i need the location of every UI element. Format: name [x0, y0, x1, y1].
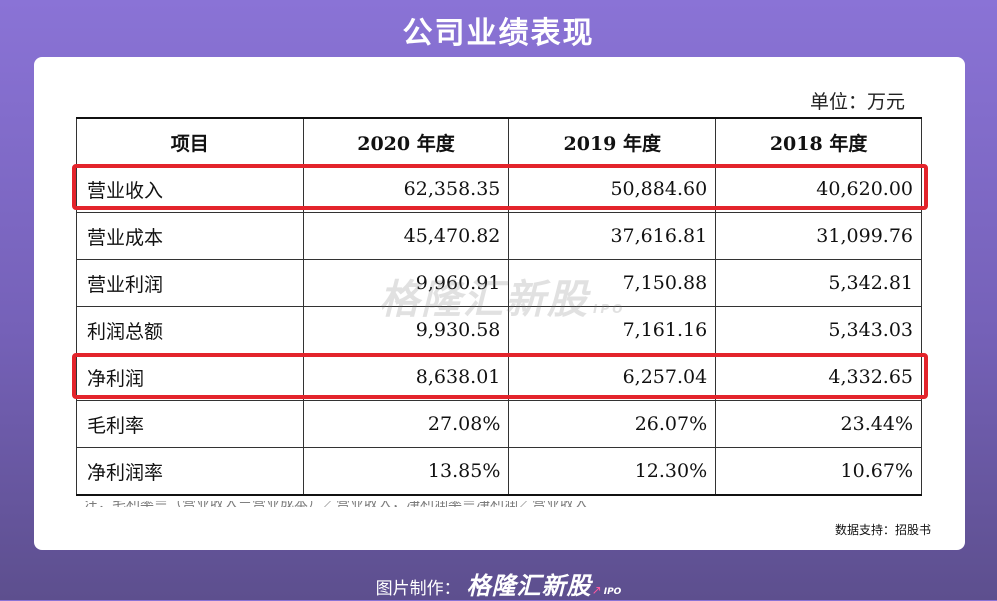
cell-value: 8,638.01: [302, 353, 510, 401]
footer-logo: 格隆汇新股: [466, 572, 592, 600]
table-row: 营业收入 62,358.35 50,884.60 40,620.00: [76, 165, 922, 213]
row-label: 营业成本: [76, 212, 304, 260]
truncated-note: 注：毛利率＝（营业收入－营业成本）／营业收入；净利润率＝净利润／营业收入: [84, 501, 784, 507]
header-2018: 2018 年度: [715, 117, 922, 166]
source-credit: 数据支持：招股书: [834, 523, 931, 537]
cell-value: 37,616.81: [508, 212, 717, 260]
footer-logo-sub: IPO: [603, 587, 622, 597]
row-label: 毛利率: [76, 400, 304, 448]
table-row: 毛利率 27.08% 26.07% 23.44%: [76, 400, 922, 448]
cell-value: 45,470.82: [302, 212, 510, 260]
table-header-row: 项目 2020 年度 2019 年度 2018 年度: [76, 117, 922, 166]
cell-value: 13.85%: [302, 447, 510, 496]
logo-arrow-icon: ↗: [591, 583, 602, 597]
row-label: 营业利润: [76, 259, 304, 307]
financial-table: 项目 2020 年度 2019 年度 2018 年度 营业收入 62,358.3…: [76, 117, 922, 496]
table-row: 营业利润 9,960.91 7,150.88 5,342.81: [76, 259, 922, 307]
row-label: 净利润: [76, 353, 304, 401]
row-label: 利润总额: [76, 306, 304, 354]
cell-value: 50,884.60: [508, 165, 717, 213]
footer-label: 图片制作：: [375, 579, 461, 599]
cell-value: 7,161.16: [508, 306, 717, 354]
cell-value: 4,332.65: [715, 353, 922, 401]
cell-value: 40,620.00: [715, 165, 922, 213]
table-row: 营业成本 45,470.82 37,616.81 31,099.76: [76, 212, 922, 260]
cell-value: 7,150.88: [508, 259, 717, 307]
header-item: 项目: [76, 117, 304, 166]
cell-value: 5,343.03: [715, 306, 922, 354]
page-title: 公司业绩表现: [402, 16, 595, 51]
unit-label: 单位：万元: [810, 91, 906, 113]
header-2020: 2020 年度: [302, 117, 510, 166]
cell-value: 26.07%: [508, 400, 717, 448]
cell-value: 10.67%: [715, 447, 922, 496]
row-label: 净利润率: [76, 447, 304, 496]
cell-value: 62,358.35: [302, 165, 510, 213]
cell-value: 12.30%: [508, 447, 717, 496]
cell-value: 23.44%: [715, 400, 922, 448]
row-label: 营业收入: [76, 165, 304, 213]
table-row: 净利润率 13.85% 12.30% 10.67%: [76, 447, 922, 496]
cell-value: 9,930.58: [302, 306, 510, 354]
footer-credit: 图片制作： 格隆汇新股↗ IPO: [0, 566, 997, 601]
content-card: 单位：万元 项目 2020 年度 2019 年度 2018 年度 营业收入 62…: [34, 57, 965, 550]
cell-value: 9,960.91: [302, 259, 510, 307]
table-row: 利润总额 9,930.58 7,161.16 5,343.03: [76, 306, 922, 354]
highlight-box-revenue: [72, 164, 928, 210]
highlight-box-net-profit: [72, 353, 928, 399]
cell-value: 5,342.81: [715, 259, 922, 307]
cell-value: 31,099.76: [715, 212, 922, 260]
header-2019: 2019 年度: [508, 117, 717, 166]
table-row: 净利润 8,638.01 6,257.04 4,332.65: [76, 353, 922, 401]
cell-value: 27.08%: [302, 400, 510, 448]
